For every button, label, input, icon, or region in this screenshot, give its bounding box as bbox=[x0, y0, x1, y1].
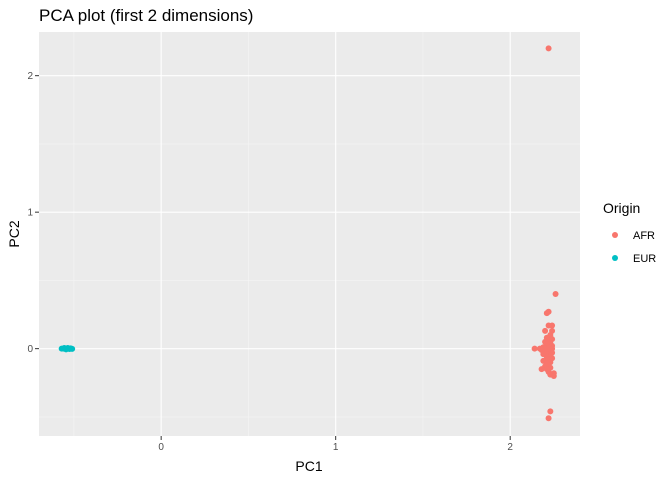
series-eur bbox=[58, 344, 76, 353]
y-axis-title: PC2 bbox=[6, 220, 22, 247]
data-points bbox=[58, 45, 559, 422]
legend-label-afr: AFR bbox=[633, 230, 655, 242]
x-axis-title: PC1 bbox=[295, 458, 322, 474]
chart-title: PCA plot (first 2 dimensions) bbox=[39, 6, 253, 25]
major-gridlines bbox=[39, 32, 580, 436]
x-axis: 0 1 2 bbox=[158, 436, 513, 453]
plot-panel bbox=[39, 32, 580, 436]
point-afr bbox=[547, 408, 554, 415]
x-tick-label: 1 bbox=[333, 442, 339, 453]
legend-key-eur bbox=[612, 255, 618, 261]
y-tick-label: 0 bbox=[27, 344, 33, 355]
point-afr bbox=[545, 322, 552, 329]
x-tick-label: 0 bbox=[158, 442, 164, 453]
minor-gridlines bbox=[39, 32, 580, 436]
point-afr bbox=[531, 345, 538, 352]
legend-title: Origin bbox=[603, 200, 640, 216]
legend-label-eur: EUR bbox=[633, 253, 656, 265]
point-afr bbox=[545, 415, 552, 422]
point-afr bbox=[552, 291, 559, 298]
legend: Origin AFR EUR bbox=[603, 200, 656, 265]
y-tick-label: 1 bbox=[27, 208, 33, 219]
point-eur bbox=[69, 345, 76, 352]
point-afr bbox=[545, 45, 552, 52]
point-afr bbox=[543, 310, 550, 317]
y-axis: 0 1 2 bbox=[27, 71, 39, 355]
point-afr bbox=[542, 327, 549, 334]
x-tick-label: 2 bbox=[507, 442, 513, 453]
point-afr bbox=[550, 372, 557, 379]
point-afr bbox=[538, 366, 545, 373]
y-tick-label: 2 bbox=[27, 71, 33, 82]
series-afr bbox=[531, 45, 559, 422]
legend-key-afr bbox=[612, 232, 618, 238]
